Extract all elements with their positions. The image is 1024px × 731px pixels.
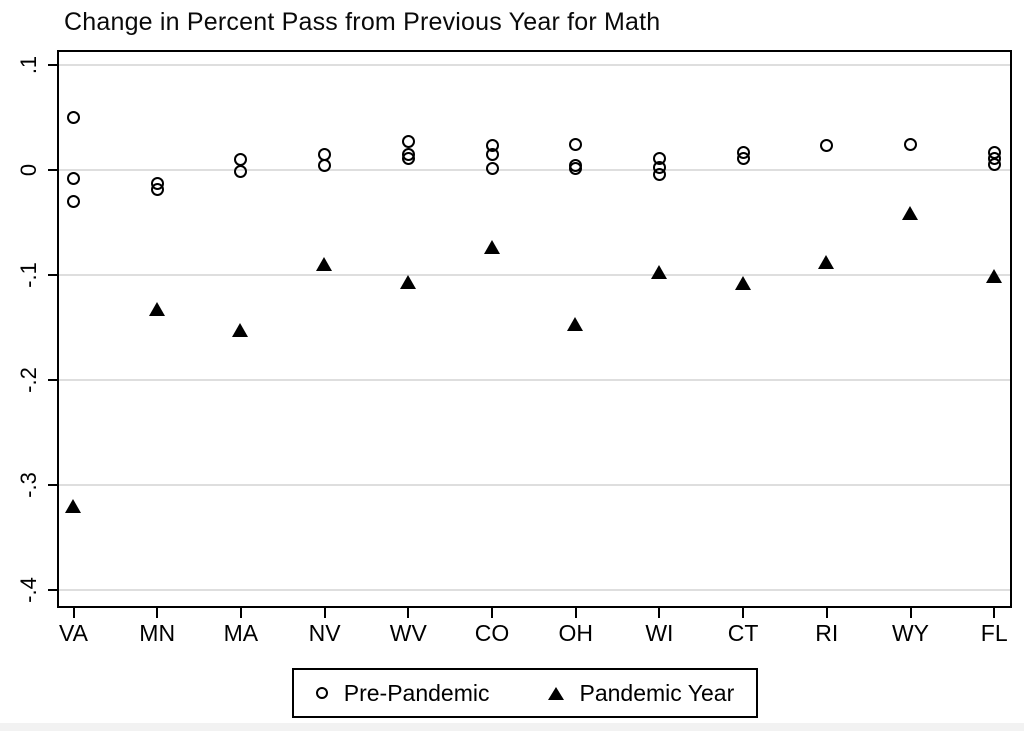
y-axis-tick	[48, 274, 57, 276]
y-axis-tick	[48, 169, 57, 171]
x-tick-label: WI	[645, 620, 674, 646]
pandemic-year-point	[734, 275, 751, 290]
x-tick-label: RI	[815, 620, 839, 646]
filled-triangle-icon	[547, 686, 564, 700]
x-axis-tick	[993, 608, 996, 618]
x-axis-tick	[323, 608, 326, 618]
legend: Pre-Pandemic Pandemic Year	[292, 668, 758, 718]
gridline	[59, 379, 1010, 381]
pre-pandemic-point	[318, 159, 332, 173]
gridline	[59, 64, 1010, 66]
x-tick-label: OH	[558, 620, 593, 646]
pandemic-year-point	[567, 316, 584, 331]
pre-pandemic-point	[234, 164, 248, 178]
y-axis-tick	[48, 64, 57, 66]
x-tick-label: CO	[474, 620, 510, 646]
legend-item-pre-pandemic: Pre-Pandemic	[315, 679, 490, 707]
x-axis-tick	[72, 608, 75, 618]
legend-label-pandemic-year: Pandemic Year	[579, 679, 735, 706]
x-tick-label: CT	[727, 620, 759, 646]
pre-pandemic-point	[401, 135, 415, 149]
x-tick-label: MA	[223, 620, 259, 646]
pandemic-year-point	[232, 323, 249, 338]
pandemic-year-point	[902, 205, 918, 220]
x-axis-tick	[574, 608, 577, 618]
pandemic-year-point	[316, 257, 333, 271]
x-axis-tick	[239, 608, 242, 618]
pre-pandemic-point	[569, 162, 583, 176]
pre-pandemic-point	[569, 138, 583, 152]
pre-pandemic-point	[485, 162, 499, 176]
pre-pandemic-point	[736, 151, 750, 165]
pre-pandemic-point	[904, 138, 917, 152]
x-tick-label: FL	[980, 620, 1008, 646]
y-tick-label: -.2	[16, 367, 41, 393]
open-circle-icon	[315, 687, 328, 699]
x-axis-tick	[491, 608, 493, 618]
pre-pandemic-point	[987, 158, 1001, 172]
x-tick-label: NV	[308, 620, 341, 646]
pandemic-year-point	[483, 240, 500, 255]
y-tick-label: -.1	[16, 262, 41, 288]
x-axis-tick	[909, 608, 912, 618]
gridline	[59, 274, 1010, 276]
x-tick-label: VA	[59, 620, 88, 646]
pandemic-year-point	[399, 274, 416, 289]
gridline	[59, 484, 1010, 486]
pre-pandemic-point	[150, 183, 164, 197]
y-tick-label: 0	[16, 163, 41, 177]
pandemic-year-point	[650, 265, 667, 280]
x-axis-tick	[825, 608, 828, 618]
pandemic-year-point	[985, 268, 1002, 283]
pre-pandemic-point	[401, 151, 415, 165]
pandemic-year-point	[65, 498, 81, 513]
y-axis-tick	[48, 484, 57, 486]
chart-title: Change in Percent Pass from Previous Yea…	[64, 8, 661, 36]
pre-pandemic-point	[652, 167, 666, 181]
pre-pandemic-point	[485, 147, 499, 161]
y-tick-label: -.4	[16, 577, 41, 603]
x-axis-tick	[407, 608, 410, 618]
legend-item-pandemic-year: Pandemic Year	[547, 679, 735, 707]
plot-area: .1 0 -.1 -.2 -.3 -.4 VA MN MA NV WV CO OH WI CT RI WY FL	[16, 50, 1012, 646]
x-tick-label: MN	[139, 620, 176, 646]
gridline	[59, 169, 1010, 171]
x-axis-tick	[658, 608, 661, 618]
bottom-edge-strip	[0, 723, 1024, 731]
x-axis-tick	[156, 608, 159, 618]
pre-pandemic-point	[67, 171, 80, 185]
y-axis-tick	[48, 379, 57, 381]
pandemic-year-point	[818, 254, 835, 269]
y-tick-label: -.3	[16, 472, 41, 498]
pre-pandemic-point	[67, 195, 80, 208]
pre-pandemic-point	[67, 111, 80, 124]
y-tick-label: .1	[16, 55, 41, 75]
pre-pandemic-point	[820, 139, 834, 153]
x-tick-label: WY	[891, 620, 930, 646]
gridline	[59, 589, 1010, 591]
pandemic-year-point	[148, 302, 165, 317]
x-axis-tick	[742, 608, 745, 618]
x-tick-label: WV	[389, 620, 427, 646]
y-axis-tick	[48, 589, 57, 591]
legend-label-pre-pandemic: Pre-Pandemic	[343, 679, 490, 706]
